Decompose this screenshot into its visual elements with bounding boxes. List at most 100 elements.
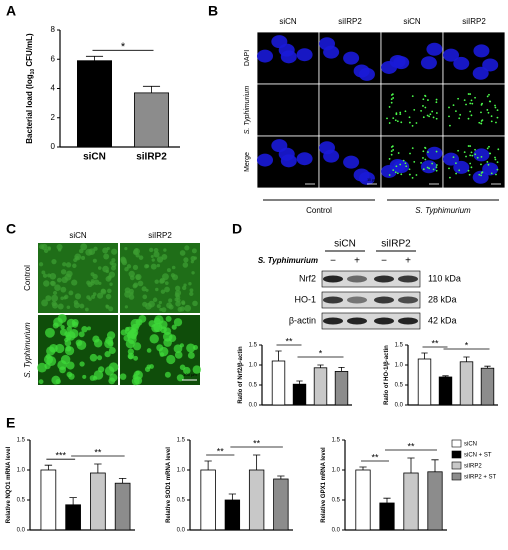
cell: [62, 262, 67, 267]
bacterium: [458, 117, 461, 120]
group-label: S. Typhimurium: [415, 206, 471, 215]
cell: [109, 373, 118, 382]
bacterium: [496, 161, 499, 164]
cell: [108, 306, 114, 312]
bacterium: [429, 113, 432, 116]
bacterium: [392, 117, 395, 120]
cell: [66, 331, 76, 341]
cell: [181, 300, 186, 305]
bacterium: [427, 151, 429, 153]
micrograph: [119, 315, 202, 386]
cell: [124, 290, 132, 298]
panel-letter: D: [232, 221, 242, 237]
cell: [138, 315, 147, 323]
bacterium: [392, 97, 395, 99]
treatment-sign: −: [381, 256, 387, 267]
cell: [104, 366, 115, 376]
y-tick-label: 0.0: [249, 403, 258, 409]
cell: [49, 273, 57, 280]
nucleus: [472, 66, 489, 80]
cell: [92, 273, 98, 280]
treatment-label: S. Typhimurium: [258, 256, 318, 265]
blot-band: [323, 275, 343, 283]
group-label: siCN: [334, 239, 356, 250]
blot-band: [323, 296, 343, 304]
micrograph: 10 μm: [318, 135, 382, 189]
cell: [51, 375, 61, 385]
bacterium: [488, 93, 490, 96]
cell: [51, 294, 59, 302]
row-label: S. Typhimurium: [23, 322, 32, 378]
cell: [145, 264, 150, 268]
cell: [174, 292, 180, 298]
cell: [59, 366, 67, 374]
image-bg: [318, 83, 382, 137]
cell: [66, 270, 73, 278]
bacterium: [388, 174, 391, 176]
bar: [65, 504, 81, 531]
cell: [168, 298, 173, 303]
cell: [153, 247, 159, 253]
cell: [182, 262, 189, 268]
cell: [124, 247, 128, 251]
cell: [66, 305, 71, 310]
nucleus: [473, 44, 490, 58]
error-bar: [383, 497, 391, 503]
cell: [175, 285, 181, 291]
protein-label: HO-1: [294, 294, 316, 304]
y-label-part: Ratio of Nrf2/β-actin: [238, 346, 244, 404]
bacterium: [476, 156, 479, 159]
cell: [45, 327, 55, 338]
cell: [52, 322, 59, 329]
bacterium: [411, 176, 414, 179]
nucleus: [296, 48, 313, 62]
column-label: siIRP2: [148, 231, 172, 240]
protein-label: β-actin: [289, 315, 316, 325]
bar: [133, 92, 169, 148]
cell: [86, 295, 91, 300]
cell: [78, 331, 85, 338]
scale-label: 10 μm: [305, 178, 315, 182]
cell: [88, 248, 96, 255]
bacterium: [459, 113, 462, 116]
bacterium: [408, 173, 411, 176]
bacterium: [424, 146, 426, 149]
bacterium: [426, 114, 429, 117]
cell: [189, 288, 194, 293]
cell: [81, 255, 86, 261]
bacterium: [489, 152, 492, 155]
cell: [158, 300, 163, 305]
cell: [65, 262, 72, 268]
cell: [163, 248, 167, 252]
y-tick-label: 0.5: [177, 498, 186, 504]
cell: [183, 257, 189, 263]
y-tick-label: 2: [51, 113, 56, 122]
cell: [41, 270, 46, 275]
cell: [74, 293, 82, 300]
cell: [105, 304, 109, 308]
bar: [355, 469, 371, 531]
scale-label: 100 μm: [183, 372, 197, 377]
cell: [142, 301, 148, 307]
bacterium: [448, 115, 450, 118]
micrograph: [256, 83, 320, 137]
bacterium: [432, 116, 435, 119]
y-tick-label: 1.5: [17, 438, 26, 444]
cell: [111, 248, 118, 255]
column-label: siCN: [69, 231, 87, 240]
bacterium: [435, 98, 438, 101]
cell: [135, 370, 140, 376]
cell: [132, 283, 138, 289]
cell: [163, 327, 172, 336]
row-label: Merge: [244, 152, 251, 172]
column-label: siCN: [279, 17, 297, 26]
bacterium: [409, 152, 411, 155]
bacterium: [408, 168, 411, 171]
nucleus: [482, 58, 499, 72]
legend-swatch: [451, 461, 462, 470]
cell: [50, 280, 56, 287]
micrograph: [37, 313, 119, 385]
bacterium: [408, 116, 411, 119]
bacterium: [400, 121, 403, 124]
scale-label: 10 μm: [367, 178, 377, 182]
